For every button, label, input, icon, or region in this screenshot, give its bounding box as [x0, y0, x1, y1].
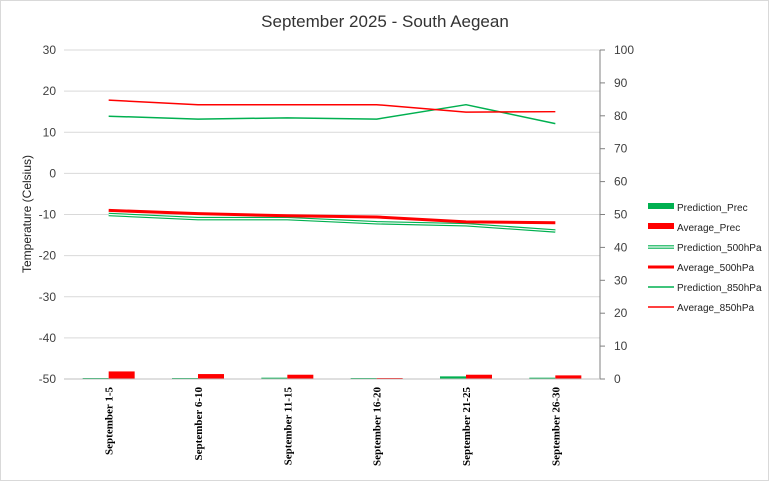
x-tick-label: September 6-10 [193, 387, 205, 461]
y2-tick-label: 10 [614, 339, 628, 353]
x-tick-label: September 21-25 [461, 387, 473, 466]
y2-tick-label: 90 [614, 76, 628, 90]
bar-prediction_prec [440, 376, 466, 379]
legend-label-prediction_500hpa: Prediction_500hPa [677, 243, 762, 254]
y-tick-label: 10 [43, 125, 57, 139]
y2-tick-label: 20 [614, 306, 628, 320]
legend-label-prediction_850hpa: Prediction_850hPa [677, 283, 762, 294]
line-series [108, 99, 556, 233]
y-tick-label: 30 [43, 43, 57, 57]
gridlines [64, 49, 600, 339]
y-tick-label: -30 [39, 290, 57, 304]
line-prediction_500hpa-inner [108, 213, 556, 232]
axes: 3020100-10-20-30-40-50100908070605040302… [39, 43, 635, 466]
legend-label-average_850hpa: Average_850hPa [677, 303, 755, 314]
bar-average_prec [287, 374, 314, 379]
line-average_850hpa [108, 99, 556, 113]
legend-swatch-average_prec [648, 223, 674, 229]
x-tick-label: September 11-15 [282, 387, 294, 466]
y-axis-title: Temperature (Celsius) [20, 155, 34, 273]
line-prediction_850hpa [108, 103, 556, 125]
y2-tick-label: 50 [614, 208, 628, 222]
y2-tick-label: 60 [614, 175, 628, 189]
legend: Prediction_Prec Average_Prec Prediction_50… [648, 203, 762, 314]
y-tick-label: -20 [39, 249, 57, 263]
y-tick-label: 0 [49, 166, 56, 180]
x-tick-label: September 26-30 [550, 387, 562, 466]
y-tick-label: -50 [39, 372, 57, 386]
bar-average_prec [555, 375, 582, 379]
chart-title: September 2025 - South Aegean [261, 12, 509, 31]
y-tick-label: -40 [39, 331, 57, 345]
y2-tick-label: 70 [614, 142, 628, 156]
y2-tick-label: 100 [614, 43, 634, 57]
bar-prediction_prec [529, 377, 556, 379]
y2-tick-label: 0 [614, 372, 621, 386]
bar-average_prec [108, 371, 135, 379]
line-average_500hpa [108, 208, 556, 225]
y-tick-label: 20 [43, 84, 57, 98]
legend-label-average_prec: Average_Prec [677, 223, 740, 234]
bar-average_prec [466, 374, 492, 379]
y2-tick-label: 40 [614, 240, 628, 254]
y2-tick-label: 80 [614, 109, 628, 123]
y-tick-label: -10 [39, 208, 57, 222]
legend-swatch-prediction_prec [648, 203, 674, 209]
x-tick-label: September 1-5 [104, 387, 116, 455]
bar-average_prec [198, 374, 224, 379]
legend-label-average_500hpa: Average_500hPa [677, 263, 755, 274]
y2-tick-label: 30 [614, 273, 628, 287]
x-tick-label: September 16-20 [372, 387, 384, 466]
legend-label-prediction_prec: Prediction_Prec [677, 203, 748, 214]
bar-prediction_prec [261, 377, 288, 379]
